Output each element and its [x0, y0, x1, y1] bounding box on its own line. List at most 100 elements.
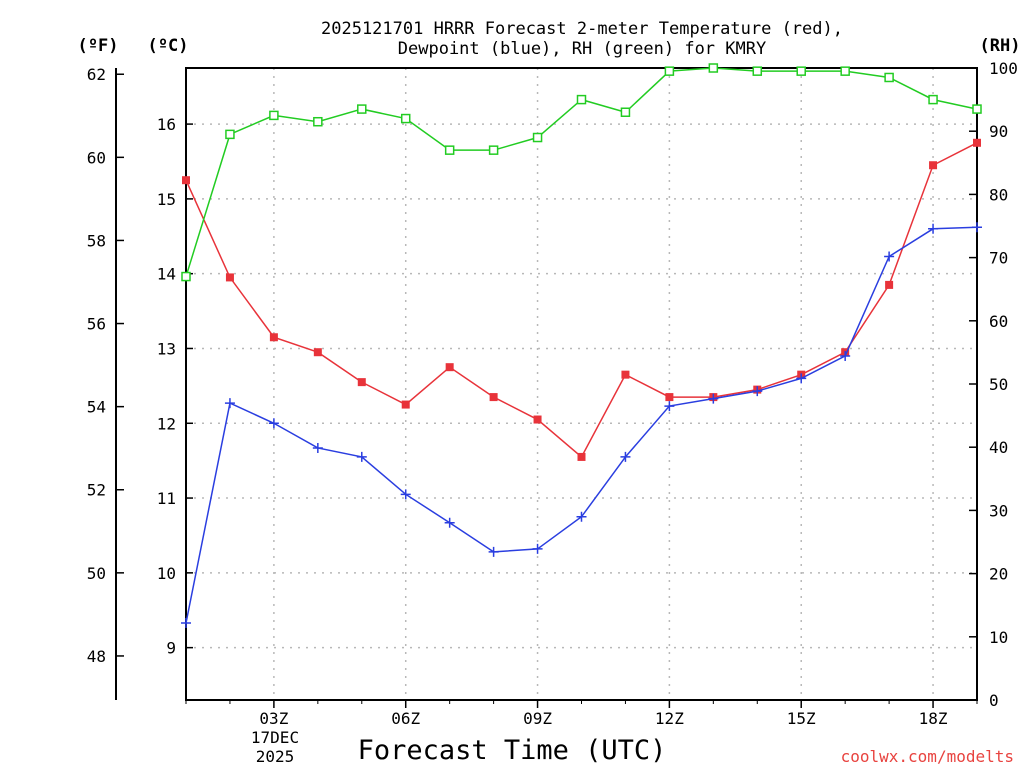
fahrenheit-tick-label: 48 [87, 647, 106, 666]
dewpoint-point [224, 398, 235, 409]
fahrenheit-tick-label: 50 [87, 564, 106, 583]
rh-tick-label: 10 [989, 628, 1008, 647]
series-temperature [182, 138, 981, 461]
x-tick-label: 18Z [919, 709, 948, 728]
celsius-tick-label: 13 [157, 339, 176, 358]
rh-point [225, 129, 235, 140]
temperature-point [577, 452, 586, 461]
celsius-unit-label: (ºC) [148, 36, 189, 56]
rh-unit-label: (RH) [980, 36, 1021, 56]
temperature-line [185, 142, 978, 459]
rh-tick-label: 80 [989, 185, 1008, 204]
temperature-point [182, 176, 190, 185]
celsius-tick-label: 9 [166, 639, 176, 658]
x-axis-label: Forecast Time (UTC) [358, 735, 667, 766]
rh-tick-label: 40 [989, 438, 1008, 457]
temperature-point [357, 378, 366, 387]
dewpoint-line [185, 226, 978, 624]
temperature-point [489, 393, 498, 402]
rh-point [532, 132, 543, 143]
dewpoint-point [664, 401, 675, 412]
rh-tick-label: 90 [989, 122, 1008, 141]
temperature-point [225, 273, 234, 282]
dewpoint-point [928, 223, 939, 234]
rh-point [884, 72, 894, 83]
temperature-point [401, 400, 410, 409]
x-tick-label: 03Z [259, 709, 288, 728]
dewpoint-point [884, 251, 895, 262]
date-label-year: 2025 [256, 747, 295, 766]
axes: 9 10 11 12 13 14 15 16 03Z 06Z 09Z 12Z 15Z 18Z 48 50 52 5… [87, 59, 1018, 728]
fahrenheit-tick-label: 52 [87, 481, 106, 500]
x-tick-label: 09Z [523, 709, 552, 728]
dewpoint-point [356, 451, 367, 462]
fahrenheit-tick-label: 62 [87, 65, 106, 84]
x-tick-label: 12Z [655, 709, 684, 728]
rh-point [796, 66, 806, 76]
dewpoint-point [312, 442, 323, 453]
rh-point [269, 110, 279, 121]
temperature-point [929, 161, 938, 170]
rh-tick-label: 30 [989, 501, 1008, 520]
fahrenheit-tick-label: 58 [87, 231, 106, 250]
rh-tick-label: 100 [989, 59, 1018, 78]
temperature-point [269, 333, 278, 342]
rh-point [357, 104, 367, 114]
dewpoint-point [752, 386, 763, 397]
dewpoint-point [532, 543, 543, 554]
dewpoint-point [576, 511, 587, 522]
fahrenheit-tick-label: 60 [87, 148, 106, 167]
series [181, 63, 982, 628]
dewpoint-point [620, 451, 631, 462]
plot-frame [185, 67, 978, 701]
rh-tick-label: 20 [989, 565, 1008, 584]
credit-label: coolwx.com/modelts [841, 747, 1014, 766]
date-label-day: 17DEC [251, 728, 299, 747]
temperature-point [885, 280, 894, 289]
fahrenheit-unit-label: (ºF) [78, 36, 119, 56]
dewpoint-point [972, 222, 982, 233]
dewpoint-point [488, 546, 499, 557]
rh-point [313, 116, 323, 127]
temperature-point [445, 363, 454, 372]
rh-point [752, 66, 763, 76]
rh-point [576, 94, 587, 105]
dewpoint-point [400, 489, 411, 500]
temperature-point [313, 348, 322, 357]
series-rh [181, 63, 982, 282]
temperature-point [621, 370, 630, 379]
rh-point [928, 94, 938, 105]
dewpoint-point [708, 393, 719, 404]
celsius-tick-label: 12 [157, 414, 176, 433]
fahrenheit-tick-label: 54 [87, 398, 106, 417]
dewpoint-point [268, 418, 279, 429]
x-tick-label: 06Z [391, 709, 420, 728]
celsius-tick-label: 15 [157, 190, 176, 209]
rh-point [400, 113, 411, 124]
rh-point [664, 66, 675, 76]
rh-tick-label: 60 [989, 312, 1008, 331]
celsius-tick-label: 16 [157, 115, 176, 134]
rh-tick-label: 70 [989, 249, 1008, 268]
rh-point [444, 145, 455, 155]
temperature-point [533, 415, 542, 424]
temperature-point [665, 393, 674, 402]
grid-lines [186, 68, 977, 700]
rh-point [620, 107, 631, 117]
rh-point [181, 271, 191, 282]
rh-point [972, 104, 982, 114]
rh-tick-label: 0 [989, 691, 999, 710]
x-tick-label: 15Z [787, 709, 816, 728]
celsius-tick-label: 14 [157, 265, 176, 284]
celsius-tick-label: 10 [157, 564, 176, 583]
rh-point [488, 145, 499, 155]
rh-tick-label: 50 [989, 375, 1008, 394]
temperature-point [973, 138, 981, 147]
celsius-tick-label: 11 [157, 489, 176, 508]
chart-title-line-2: Dewpoint (blue), RH (green) for KMRY [398, 39, 766, 59]
rh-point [840, 66, 850, 76]
chart-title-line-1: 2025121701 HRRR Forecast 2-meter Tempera… [321, 19, 843, 39]
rh-point [708, 63, 719, 73]
series-dewpoint [181, 222, 982, 628]
